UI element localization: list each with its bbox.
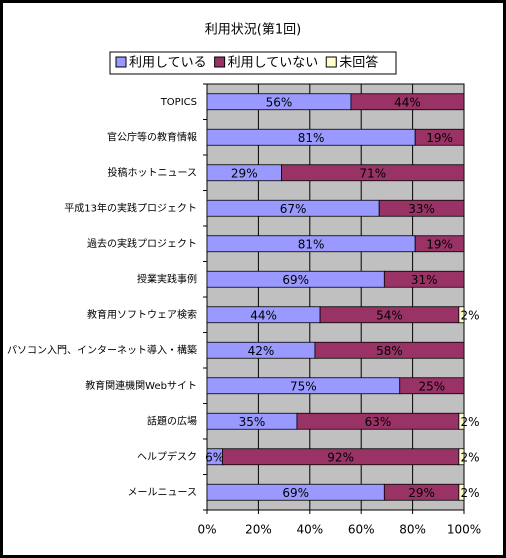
x-tick-label: 60% (348, 523, 375, 537)
data-label: 19% (426, 237, 453, 251)
plot-area (206, 83, 465, 511)
bar-segment (414, 235, 465, 253)
bar-segment (458, 412, 465, 430)
data-label: 2% (460, 450, 479, 464)
bar-segment (378, 199, 465, 217)
y-tick-label: 投稿ホットニュース (108, 166, 198, 179)
x-tick-label: 100% (447, 523, 481, 537)
legend-label: 利用している (129, 56, 207, 71)
legend-swatch (115, 56, 127, 68)
data-label: 19% (426, 131, 453, 145)
data-label: 71% (359, 166, 386, 180)
data-label: 63% (365, 415, 392, 429)
data-label: 56% (266, 95, 293, 109)
bar-segment (314, 341, 465, 359)
y-tick-label: TOPICS (160, 97, 197, 108)
data-label: 33% (408, 202, 435, 216)
data-label: 75% (290, 379, 317, 393)
y-tick-label: 教育用ソフトウェア検索 (87, 308, 197, 321)
legend-label: 利用していない (228, 56, 319, 71)
data-label: 44% (394, 95, 421, 109)
bar-segment (350, 93, 465, 111)
x-tick-label: 80% (399, 523, 426, 537)
data-label: 2% (460, 308, 479, 322)
data-label: 69% (282, 273, 309, 287)
y-tick-label: 話題の広場 (147, 414, 197, 427)
data-label: 92% (327, 450, 354, 464)
y-tick-label: 教育関連機関Webサイト (85, 379, 197, 392)
x-tick-label: 20% (245, 523, 272, 537)
data-label: 2% (460, 486, 479, 500)
data-label: 42% (248, 344, 275, 358)
data-label: 44% (250, 308, 277, 322)
data-label: 29% (231, 166, 258, 180)
bar-segment (458, 306, 465, 324)
data-label: 69% (282, 486, 309, 500)
legend-label: 未回答 (339, 55, 378, 71)
data-label: 35% (239, 415, 266, 429)
bar-segment (458, 483, 465, 501)
data-label: 58% (376, 344, 403, 358)
y-tick-label: 官公庁等の教育情報 (107, 130, 197, 143)
bar-segment (383, 270, 465, 288)
y-tick-label: 過去の実践プロジェクト (87, 237, 197, 250)
data-label: 31% (411, 273, 438, 287)
y-tick-label: パソコン入門、インターネット導入・構築 (7, 343, 197, 356)
bar-segment (458, 448, 465, 466)
data-label: 2% (460, 415, 479, 429)
data-label: 81% (298, 237, 325, 251)
y-tick-label: 授業実践事例 (137, 272, 197, 285)
chart-title: 利用状況(第1回) (205, 23, 301, 38)
bar-segment (281, 164, 465, 182)
data-label: 29% (408, 486, 435, 500)
data-label: 25% (419, 379, 446, 393)
data-label: 6% (205, 450, 224, 464)
data-label: 81% (298, 131, 325, 145)
x-tick-label: 40% (296, 523, 323, 537)
legend-box (109, 51, 397, 75)
y-tick-label: 平成13年の実践プロジェクト (64, 201, 197, 214)
data-label: 67% (280, 202, 307, 216)
y-tick-label: メールニュース (128, 487, 198, 498)
bar-segment (414, 128, 465, 146)
y-tick-label: ヘルプデスク (137, 450, 197, 463)
data-label: 54% (376, 308, 403, 322)
legend-swatch (325, 56, 337, 68)
bar-segment (399, 377, 465, 395)
legend-swatch (214, 56, 226, 68)
x-tick-label: 0% (197, 523, 216, 537)
